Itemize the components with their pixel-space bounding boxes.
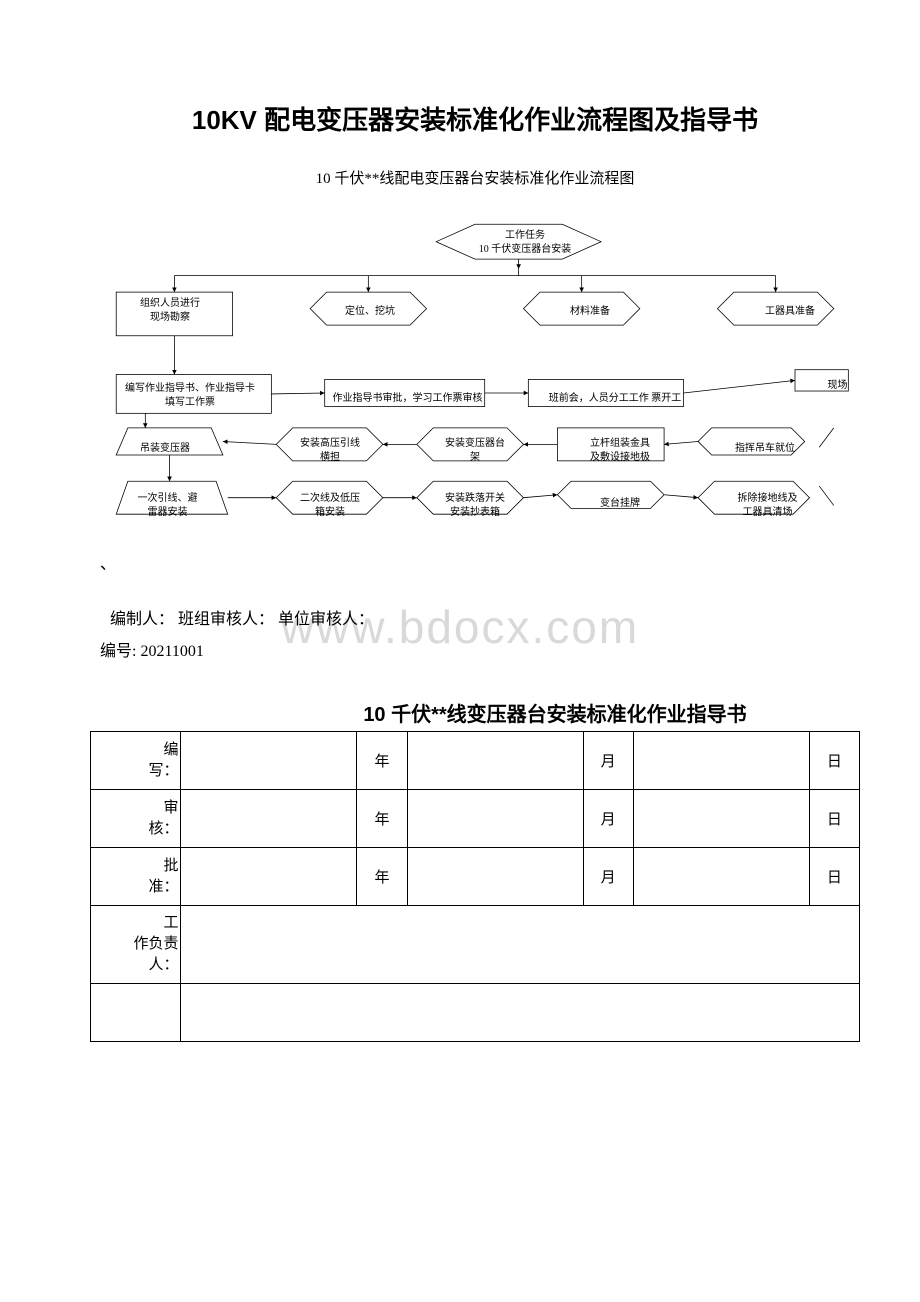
table-row xyxy=(91,984,860,1042)
row-label: 审核： xyxy=(91,790,181,848)
cell-day: 日 xyxy=(809,732,859,790)
flowchart: 工作任务10 千伏变压器台安装组织人员进行现场勘察定位、挖坑材料准备工器具准备编… xyxy=(90,200,860,520)
cell xyxy=(633,848,809,906)
main-title: 10KV 配电变压器安装标准化作业流程图及指导书 xyxy=(90,100,860,137)
cell xyxy=(407,790,583,848)
cell-day: 日 xyxy=(809,848,859,906)
cell-year: 年 xyxy=(357,790,407,848)
table-row: 批准： 年 月 日 xyxy=(91,848,860,906)
cell-year: 年 xyxy=(357,732,407,790)
cell xyxy=(181,848,357,906)
cell xyxy=(181,984,860,1042)
cell xyxy=(407,732,583,790)
compilers-line: 编制人： 班组审核人： 单位审核人： xyxy=(110,604,860,636)
doc-number: 编号: 20211001 xyxy=(100,636,860,668)
cell-year: 年 xyxy=(357,848,407,906)
table-row: 审核： 年 月 日 xyxy=(91,790,860,848)
guide-title: 10 千伏**线变压器台安装标准化作业指导书 xyxy=(90,698,860,727)
cell xyxy=(91,984,181,1042)
cell-month: 月 xyxy=(583,732,633,790)
row-label: 编写： xyxy=(91,732,181,790)
row-label: 批准： xyxy=(91,848,181,906)
signature-table: 编写：年月日 审核：年月日 批准：年月日 工作负责人： xyxy=(90,731,860,1042)
cell xyxy=(633,732,809,790)
cell xyxy=(633,790,809,848)
cell-month: 月 xyxy=(583,848,633,906)
cell-day: 日 xyxy=(809,790,859,848)
cell xyxy=(181,732,357,790)
table-row: 工作负责人： xyxy=(91,906,860,984)
table-row: 编写： 年 月 日 xyxy=(91,732,860,790)
cell xyxy=(407,848,583,906)
cell xyxy=(181,790,357,848)
flowchart-subtitle: 10 千伏**线配电变压器台安装标准化作业流程图 xyxy=(90,167,860,188)
row-label: 工作负责人： xyxy=(91,906,181,984)
cell-month: 月 xyxy=(583,790,633,848)
cell xyxy=(181,906,860,984)
stray-mark: 、 xyxy=(100,550,860,574)
